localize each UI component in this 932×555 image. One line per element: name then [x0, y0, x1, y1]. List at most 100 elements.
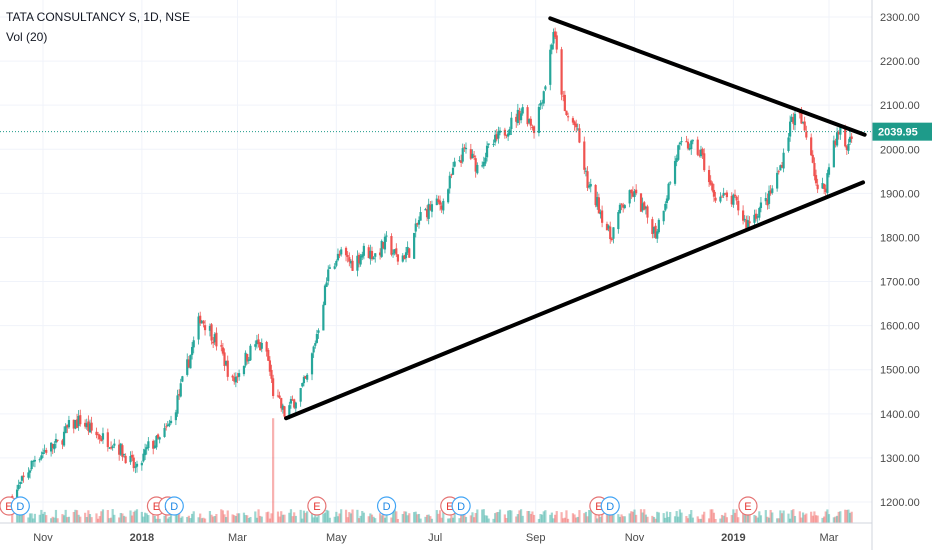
y-tick-label: 1300.00 — [880, 453, 920, 465]
axes: 1200.00 1300.00 1400.00 1500.00 1600.00 1700.… — [0, 0, 920, 550]
volume-bar — [673, 516, 677, 523]
candle-body — [733, 194, 737, 197]
candle-body — [665, 198, 669, 203]
volume-bar — [390, 517, 393, 523]
volume-bar — [586, 516, 589, 523]
candle-body — [113, 443, 116, 446]
candle-body — [231, 375, 234, 378]
candle-body — [336, 253, 340, 261]
candle-body — [168, 423, 171, 426]
volume-bar — [213, 516, 216, 523]
volume-bar — [276, 511, 280, 523]
candle-body — [270, 370, 273, 379]
volume-bar — [779, 510, 782, 523]
volume-bar — [192, 511, 195, 523]
volume-bar — [544, 510, 547, 523]
volume-bar — [11, 511, 14, 523]
trendlines[interactable] — [284, 16, 867, 421]
candle-body — [325, 282, 328, 287]
volume-bar — [565, 510, 568, 523]
volume-bar — [709, 509, 712, 523]
candle-body — [813, 162, 816, 177]
volume-bar — [826, 509, 829, 523]
candle-body — [429, 204, 432, 211]
volume-bar — [427, 514, 430, 523]
volume-bar — [289, 509, 293, 523]
candle-body — [215, 332, 218, 347]
candle-body — [594, 184, 597, 206]
volume-bar — [610, 509, 613, 523]
volume-bar — [237, 513, 241, 523]
candle-body — [662, 210, 665, 222]
earnings-event-marker[interactable]: E — [738, 496, 758, 516]
candle-body — [190, 347, 194, 356]
volume-bar — [356, 509, 359, 523]
candle-body — [698, 154, 701, 156]
volume-bar — [448, 518, 451, 523]
dividend-event-marker[interactable]: D — [600, 496, 620, 516]
candle-body — [440, 205, 443, 210]
volume-bar — [554, 514, 557, 523]
dividend-event-marker[interactable]: D — [10, 496, 30, 516]
earnings-event-marker[interactable]: E — [307, 496, 327, 516]
candle-body — [528, 119, 531, 123]
y-tick-label: 1600.00 — [880, 321, 920, 333]
volume-bar — [643, 509, 646, 523]
candle-body — [395, 248, 398, 255]
trendline-upper[interactable] — [548, 16, 867, 137]
candle-body — [419, 212, 422, 221]
candle-body — [644, 206, 647, 209]
candle-body — [108, 447, 111, 449]
trendline-lower[interactable] — [284, 180, 866, 421]
candle-body — [605, 223, 609, 231]
volume-bar — [200, 518, 203, 523]
volume-bar — [474, 513, 477, 523]
candle-body — [816, 184, 819, 190]
volume-bar — [340, 509, 343, 523]
event-markers[interactable]: EDEEDEDEDEDE — [0, 496, 758, 516]
volume-bar — [370, 514, 374, 523]
volume-bar — [97, 518, 100, 523]
candle-body — [510, 117, 513, 129]
candle-body — [174, 412, 177, 421]
candle-body — [620, 203, 623, 205]
candle-body — [249, 345, 252, 361]
candle-body — [447, 189, 450, 203]
volume-bar — [424, 516, 427, 523]
volume-bar — [801, 512, 805, 523]
grid — [0, 0, 872, 523]
volume-bar — [575, 517, 578, 523]
volume-bar — [803, 514, 806, 523]
volume-bar — [242, 512, 246, 523]
candle-body — [630, 189, 633, 194]
candle-body — [186, 359, 189, 375]
volume-bar — [691, 517, 694, 523]
candle-body — [801, 122, 805, 124]
volume-bar — [583, 513, 586, 523]
volume-bar — [845, 509, 848, 523]
candle-body — [839, 126, 842, 135]
chart-legend: TATA CONSULTANCY S, 1D, NSE Vol (20) — [6, 7, 190, 47]
dividend-marker-circle — [451, 496, 471, 516]
legend-volume-indicator: Vol (20) — [6, 30, 48, 44]
dividend-marker-label: D — [606, 501, 614, 513]
y-tick-label: 1900.00 — [880, 188, 920, 200]
earnings-marker-label: E — [5, 501, 12, 513]
dividend-event-marker[interactable]: D — [376, 496, 397, 516]
candle-body — [64, 426, 67, 434]
dividend-event-marker[interactable]: D — [451, 496, 471, 516]
volume-bar — [618, 516, 622, 523]
candle-body — [124, 455, 127, 464]
candle-body — [385, 235, 388, 237]
volume-bar — [106, 510, 109, 523]
candle-body — [656, 231, 659, 239]
volume-bar — [764, 510, 767, 523]
volume-bar — [121, 513, 124, 523]
candle-body — [288, 405, 291, 417]
candle-body — [247, 359, 250, 362]
candle-body — [323, 285, 327, 305]
volume-bar — [810, 511, 813, 523]
dividend-event-marker[interactable]: D — [164, 496, 184, 516]
